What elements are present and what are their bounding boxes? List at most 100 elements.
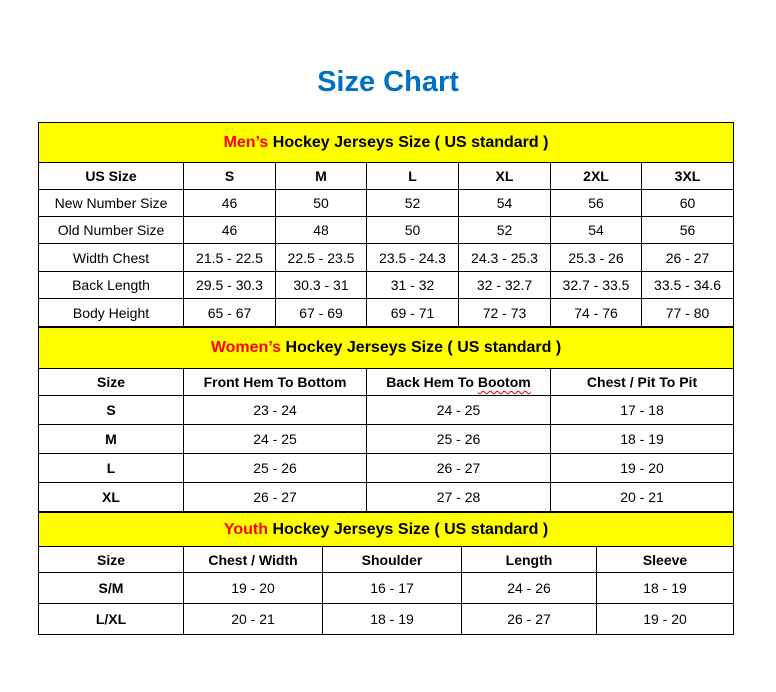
table-cell: S/M: [38, 572, 184, 604]
header-cell: Back Hem To Bootom: [366, 368, 551, 396]
header-cell: 3XL: [640, 162, 735, 190]
table-row: L/XL 20 - 21 18 - 19 26 - 27 19 - 20: [38, 603, 735, 635]
table-cell: 50: [275, 189, 367, 217]
table-cell: 18 - 19: [549, 424, 735, 454]
table-cell: 19 - 20: [183, 572, 323, 604]
youth-section-title: Youth Hockey Jerseys Size ( US standard …: [37, 512, 735, 547]
table-cell: 52: [458, 216, 551, 244]
header-cell: Size: [38, 368, 184, 396]
table-cell: S: [38, 395, 184, 425]
header-cell: Chest / Pit To Pit: [549, 368, 735, 396]
table-cell: 31 - 32: [366, 271, 459, 299]
table-cell: 26 - 27: [461, 603, 597, 635]
table-row: New Number Size 46 50 52 54 56 60: [38, 189, 735, 217]
page-title: Size Chart: [317, 66, 459, 98]
header-cell: M: [275, 162, 367, 190]
table-cell: 26 - 27: [640, 243, 735, 272]
table-cell: 52: [366, 189, 459, 217]
table-cell: 54: [458, 189, 551, 217]
table-cell: 23 - 24: [183, 395, 367, 425]
misspelled-word: Bootom: [477, 374, 531, 390]
section-highlight: Men’s: [223, 133, 269, 151]
table-cell: 25 - 26: [366, 424, 551, 454]
mens-header-row: US Size S M L XL 2XL 3XL: [38, 162, 735, 190]
header-cell: US Size: [38, 162, 184, 190]
header-cell: Length: [461, 546, 597, 573]
table-cell: 50: [366, 216, 459, 244]
table-row: M 24 - 25 25 - 26 18 - 19: [38, 424, 735, 454]
table-cell: 69 - 71: [366, 298, 459, 327]
table-cell: 27 - 28: [366, 482, 551, 512]
table-cell: 17 - 18: [549, 395, 735, 425]
table-row: XL 26 - 27 27 - 28 20 - 21: [38, 482, 735, 512]
header-cell: Shoulder: [322, 546, 462, 573]
table-cell: Width Chest: [38, 243, 184, 272]
youth-header-row: Size Chest / Width Shoulder Length Sleeve: [38, 546, 735, 573]
table-cell: 20 - 21: [183, 603, 323, 635]
table-row: Body Height 65 - 67 67 - 69 69 - 71 72 - 73 7…: [38, 298, 735, 327]
table-cell: L/XL: [38, 603, 184, 635]
mens-table: Men’s Hockey Jerseys Size ( US standard …: [37, 122, 735, 327]
table-cell: 32 - 32.7: [458, 271, 551, 299]
header-cell: Sleeve: [595, 546, 735, 573]
table-row: Old Number Size 46 48 50 52 54 56: [38, 216, 735, 244]
section-title-text: Hockey Jerseys Size ( US standard ): [268, 520, 549, 538]
table-cell: 46: [183, 189, 276, 217]
header-cell: XL: [458, 162, 551, 190]
table-cell: Body Height: [38, 298, 184, 327]
table-cell: 24.3 - 25.3: [458, 243, 551, 272]
table-cell: 30.3 - 31: [275, 271, 367, 299]
header-cell: Front Hem To Bottom: [183, 368, 367, 396]
table-cell: 24 - 25: [183, 424, 367, 454]
header-text: Back Hem To: [386, 374, 478, 390]
table-cell: 25 - 26: [183, 453, 367, 483]
table-cell: 23.5 - 24.3: [366, 243, 459, 272]
section-highlight: Women’s: [210, 339, 282, 356]
table-cell: 29.5 - 30.3: [183, 271, 276, 299]
table-cell: 16 - 17: [322, 572, 462, 604]
table-cell: XL: [38, 482, 184, 512]
table-cell: 26 - 27: [366, 453, 551, 483]
table-row: S 23 - 24 24 - 25 17 - 18: [38, 395, 735, 425]
header-cell: 2XL: [550, 162, 642, 190]
header-cell: S: [183, 162, 276, 190]
table-cell: 24 - 26: [461, 572, 597, 604]
table-cell: 77 - 80: [640, 298, 735, 327]
section-title-text: Hockey Jerseys Size ( US standard ): [281, 339, 562, 356]
size-chart: Men’s Hockey Jerseys Size ( US standard …: [37, 122, 735, 635]
womens-table: Women’s Hockey Jerseys Size ( US standar…: [37, 327, 735, 512]
table-cell: L: [38, 453, 184, 483]
table-cell: 20 - 21: [549, 482, 735, 512]
table-cell: 72 - 73: [458, 298, 551, 327]
womens-section-title: Women’s Hockey Jerseys Size ( US standar…: [37, 327, 735, 369]
youth-table: Youth Hockey Jerseys Size ( US standard …: [37, 512, 735, 635]
table-cell: M: [38, 424, 184, 454]
table-cell: 21.5 - 22.5: [183, 243, 276, 272]
table-cell: 18 - 19: [322, 603, 462, 635]
table-cell: 74 - 76: [550, 298, 642, 327]
section-title-text: Hockey Jerseys Size ( US standard ): [268, 133, 549, 151]
table-cell: 46: [183, 216, 276, 244]
table-cell: 33.5 - 34.6: [640, 271, 735, 299]
section-highlight: Youth: [223, 520, 269, 538]
table-cell: 65 - 67: [183, 298, 276, 327]
table-row: S/M 19 - 20 16 - 17 24 - 26 18 - 19: [38, 572, 735, 604]
table-cell: 19 - 20: [549, 453, 735, 483]
table-cell: 26 - 27: [183, 482, 367, 512]
table-cell: 56: [550, 189, 642, 217]
table-cell: 54: [550, 216, 642, 244]
table-cell: 19 - 20: [595, 603, 735, 635]
table-cell: 22.5 - 23.5: [275, 243, 367, 272]
table-cell: New Number Size: [38, 189, 184, 217]
table-cell: 56: [640, 216, 735, 244]
header-cell: L: [366, 162, 459, 190]
table-row: L 25 - 26 26 - 27 19 - 20: [38, 453, 735, 483]
table-cell: 60: [640, 189, 735, 217]
table-cell: 24 - 25: [366, 395, 551, 425]
mens-section-title: Men’s Hockey Jerseys Size ( US standard …: [37, 122, 735, 163]
table-row: Back Length 29.5 - 30.3 30.3 - 31 31 - 32 32…: [38, 271, 735, 299]
womens-header-row: Size Front Hem To Bottom Back Hem To Boo…: [38, 368, 735, 396]
table-cell: 25.3 - 26: [550, 243, 642, 272]
table-cell: 67 - 69: [275, 298, 367, 327]
table-cell: Old Number Size: [38, 216, 184, 244]
